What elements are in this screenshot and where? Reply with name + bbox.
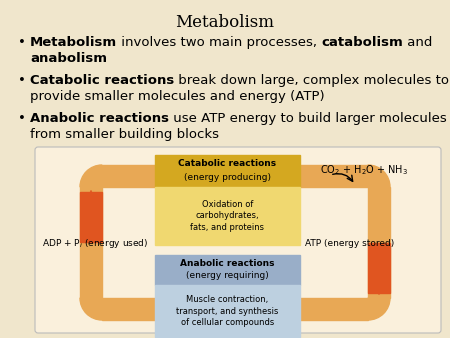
Bar (155, 187, 300, 245)
Text: Metabolism: Metabolism (176, 14, 274, 31)
Text: ATP (energy stored): ATP (energy stored) (305, 239, 394, 247)
Text: from smaller building blocks: from smaller building blocks (30, 128, 219, 141)
Bar (368, 187, 390, 298)
Bar (80, 187, 102, 298)
Text: •: • (18, 36, 26, 49)
Text: involves two main processes,: involves two main processes, (117, 36, 321, 49)
Text: (energy producing): (energy producing) (184, 172, 271, 182)
Text: (energy requiring): (energy requiring) (186, 271, 269, 281)
Bar (368, 243, 390, 293)
Text: Anabolic reactions: Anabolic reactions (180, 260, 275, 268)
Bar (155, 255, 300, 285)
Text: catabolism: catabolism (321, 36, 403, 49)
Bar (155, 155, 300, 187)
Wedge shape (368, 165, 390, 187)
Text: Catabolic reactions: Catabolic reactions (179, 160, 277, 169)
Bar (155, 285, 300, 337)
Bar (102, 165, 368, 187)
Wedge shape (80, 298, 102, 320)
Text: anabolism: anabolism (30, 52, 107, 65)
Text: Anabolic reactions: Anabolic reactions (30, 112, 169, 125)
Text: use ATP energy to build larger molecules: use ATP energy to build larger molecules (169, 112, 447, 125)
Text: CO$_2$ + H$_2$O + NH$_3$: CO$_2$ + H$_2$O + NH$_3$ (320, 163, 408, 177)
FancyBboxPatch shape (35, 147, 441, 333)
Bar (102, 298, 368, 320)
Text: and: and (403, 36, 432, 49)
Text: Muscle contraction,
transport, and synthesis
of cellular compounds: Muscle contraction, transport, and synth… (176, 295, 279, 327)
Text: •: • (18, 112, 26, 125)
Text: •: • (18, 74, 26, 87)
Text: ADP + P$_i$ (energy used): ADP + P$_i$ (energy used) (42, 237, 148, 249)
Text: break down large, complex molecules to: break down large, complex molecules to (174, 74, 449, 87)
Bar (80, 192, 102, 242)
Text: provide smaller molecules and energy (ATP): provide smaller molecules and energy (AT… (30, 90, 324, 103)
Wedge shape (368, 298, 390, 320)
Text: Catabolic reactions: Catabolic reactions (30, 74, 174, 87)
Text: Oxidation of
carbohydrates,
fats, and proteins: Oxidation of carbohydrates, fats, and pr… (190, 200, 265, 232)
Text: Metabolism: Metabolism (30, 36, 117, 49)
Wedge shape (80, 165, 102, 187)
